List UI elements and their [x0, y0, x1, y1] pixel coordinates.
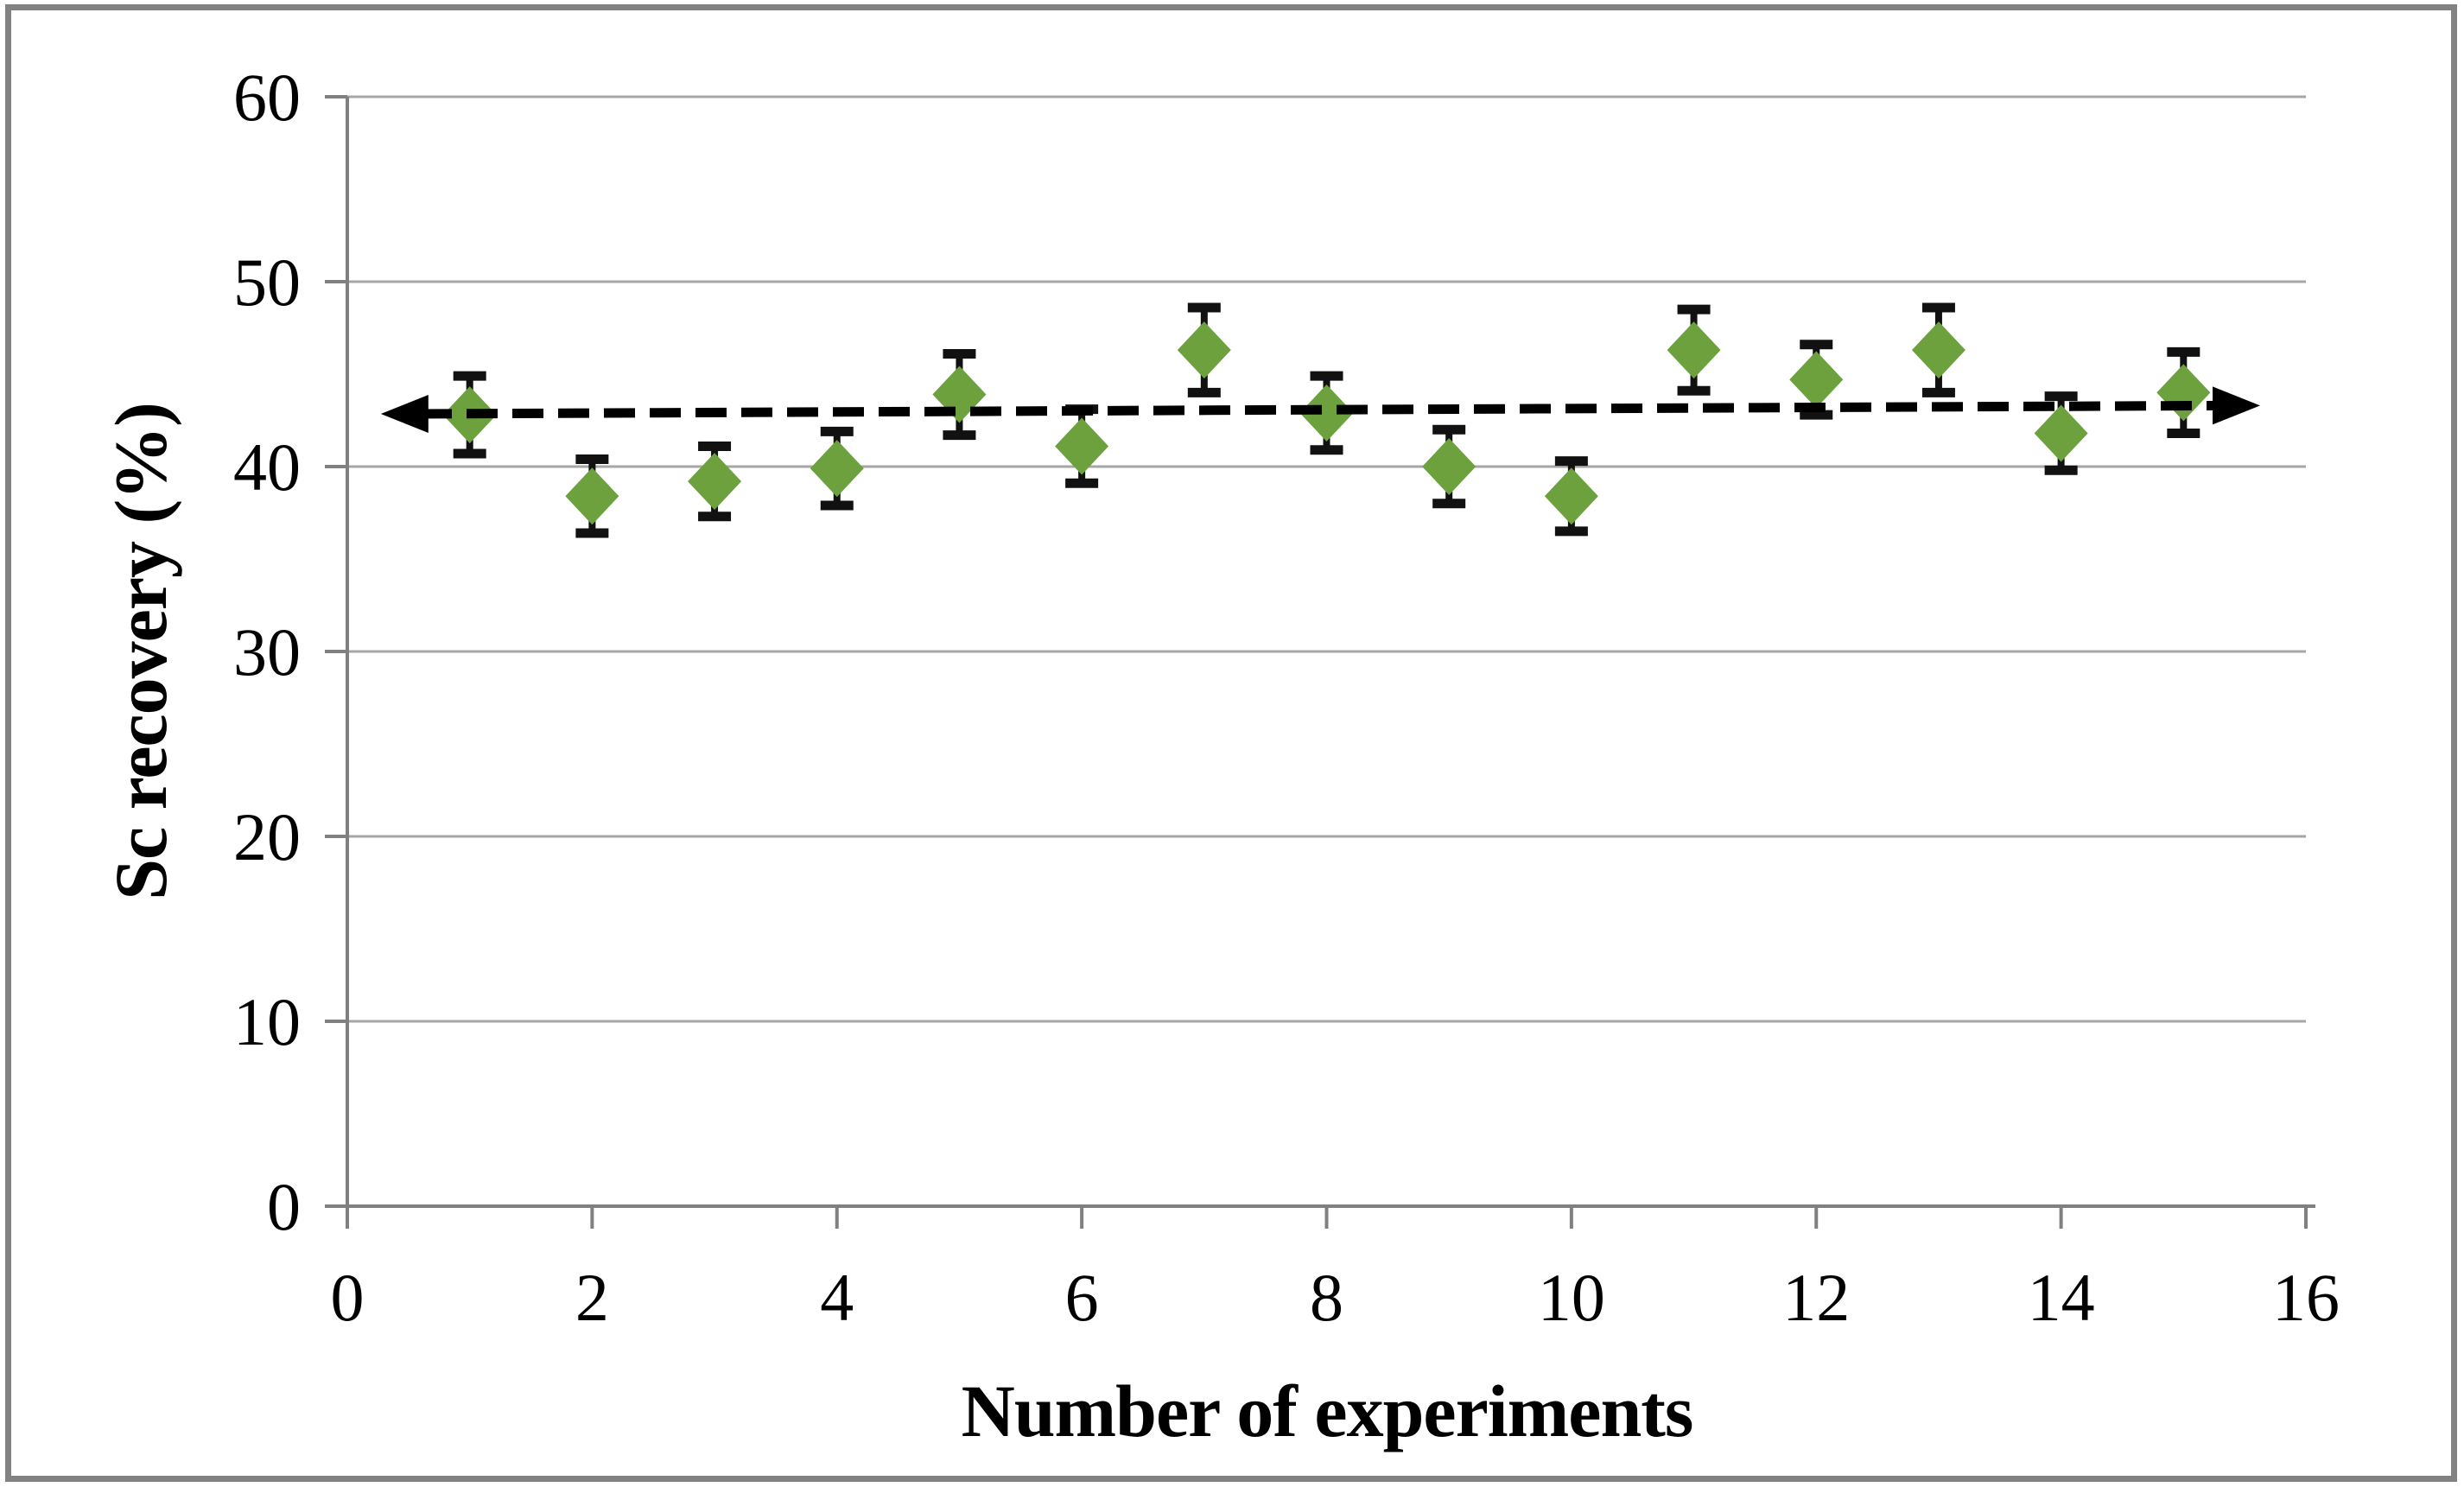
gridlines-layer	[347, 95, 2306, 1023]
x-tick-label: 0	[331, 1260, 365, 1335]
diamond-marker	[1177, 321, 1231, 379]
x-tick-label: 4	[820, 1260, 854, 1335]
data-point	[810, 426, 864, 511]
data-point	[1422, 424, 1476, 509]
figure-border	[5, 4, 2457, 1482]
data-point	[1055, 404, 1109, 488]
data-point	[1667, 304, 1721, 396]
diamond-marker	[2156, 364, 2211, 422]
y-tick-label: 30	[233, 614, 301, 689]
y-tick-label: 50	[233, 245, 301, 320]
y-tick-label: 60	[233, 60, 301, 135]
data-point	[688, 441, 742, 522]
trendline-dashed	[380, 386, 2261, 434]
x-tick-label: 6	[1065, 1260, 1099, 1335]
axes-layer	[325, 95, 2315, 1229]
diamond-marker	[1055, 417, 1109, 475]
diamond-marker	[565, 467, 619, 525]
x-axis-title: Number of experiments	[962, 1369, 1693, 1452]
y-tick-label: 0	[267, 1169, 301, 1244]
data-series-layer	[442, 302, 2211, 538]
y-tick-label: 10	[233, 984, 301, 1059]
diamond-marker	[688, 453, 742, 511]
y-tick-label: 20	[233, 799, 301, 874]
x-tick-label: 10	[1538, 1260, 1605, 1335]
diamond-marker	[1544, 467, 1598, 525]
diamond-marker	[810, 440, 864, 498]
tick-labels-layer: 0 10 20 30 40 50 60 0 2 4 6 8 10 12 14 16	[233, 60, 2340, 1335]
diamond-marker	[1789, 351, 1844, 409]
diamond-marker	[1667, 321, 1721, 379]
diamond-marker	[1422, 438, 1476, 495]
x-tick-label: 2	[575, 1260, 609, 1335]
y-tick-label: 40	[233, 429, 301, 505]
data-point	[565, 454, 619, 538]
data-point	[1911, 302, 1965, 397]
diamond-marker	[2034, 404, 2088, 462]
data-point	[1544, 456, 1598, 537]
x-tick-label: 16	[2272, 1260, 2340, 1335]
y-axis-title: Sc recovery (%)	[99, 403, 182, 900]
diamond-marker	[1911, 321, 1965, 379]
x-tick-label: 12	[1782, 1260, 1850, 1335]
x-tick-label: 14	[2028, 1260, 2095, 1335]
data-point	[1177, 302, 1231, 397]
trendline-layer	[380, 386, 2261, 434]
data-point	[2156, 346, 2211, 438]
x-tick-label: 8	[1310, 1260, 1343, 1335]
data-point	[932, 348, 987, 441]
